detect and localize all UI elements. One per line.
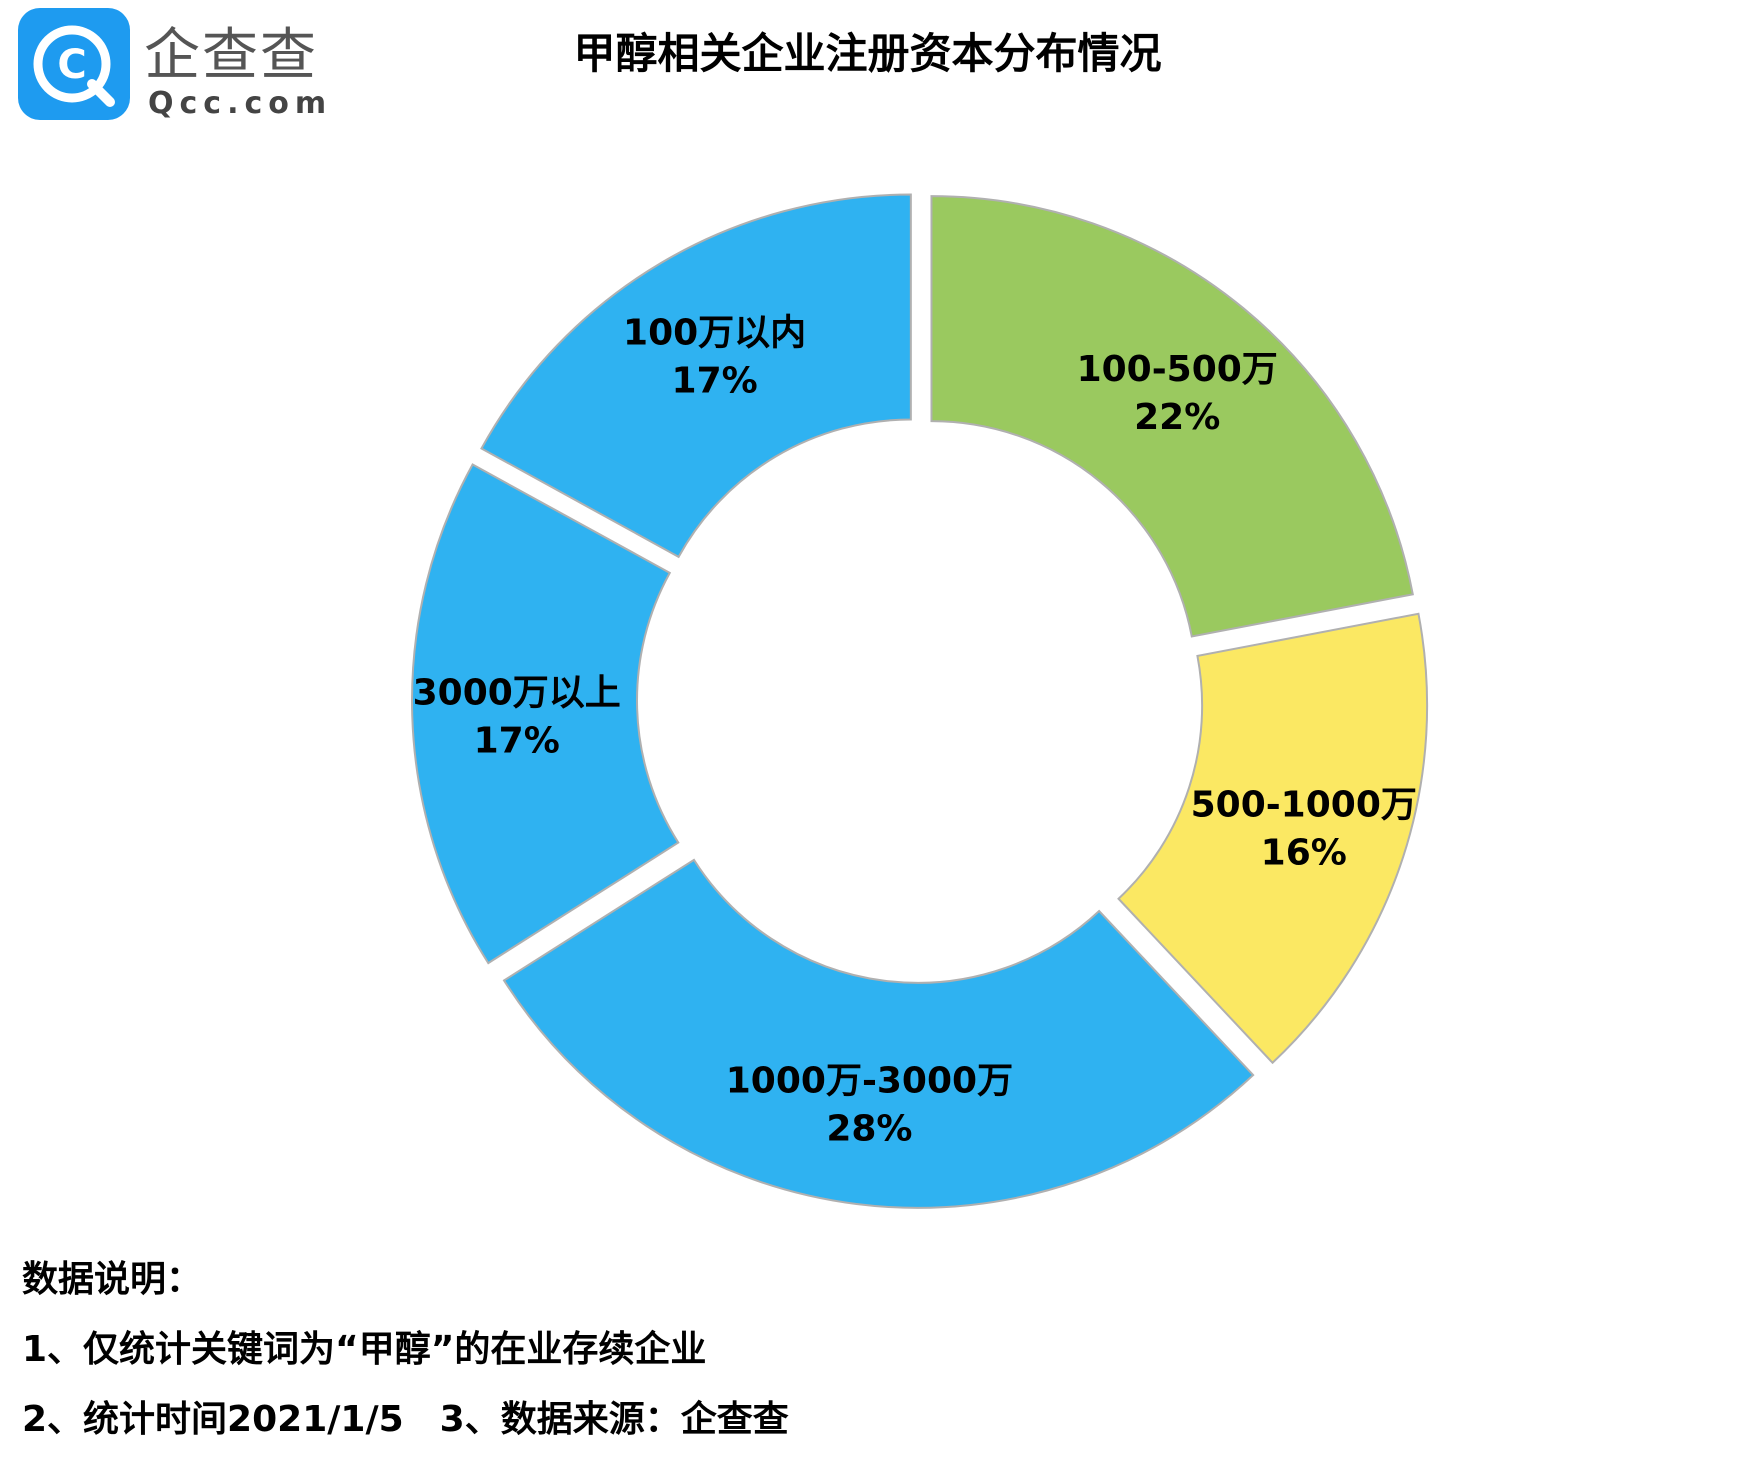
brand-logo: C 企查查 Qcc.com [18, 8, 358, 128]
donut-slice [1117, 612, 1429, 1065]
qcc-logo-icon: C [18, 8, 130, 120]
notes-heading: 数据说明： [22, 1259, 203, 1300]
data-notes: 数据说明： 1、仅统计关键词为“甲醇”的在业存续企业 2、统计时间2021/1/… [22, 1252, 1722, 1462]
donut-slice [480, 193, 912, 559]
slice-category-label: 100-500万 [1077, 349, 1278, 390]
slice-percent-label: 22% [1134, 397, 1220, 438]
slice-category-label: 1000万-3000万 [726, 1060, 1013, 1101]
slice-category-label: 500-1000万 [1191, 785, 1417, 826]
slice-percent-label: 16% [1261, 833, 1347, 874]
donut-slice [930, 195, 1414, 638]
donut-slice [411, 463, 680, 965]
chart-title-wrap: 甲醇相关企业注册资本分布情况 [0, 20, 1755, 81]
chart-title: 甲醇相关企业注册资本分布情况 [573, 29, 1162, 78]
brand-name: 企查查 [144, 23, 318, 88]
brand-domain: Qcc.com [148, 86, 333, 121]
logo-letter: C [57, 42, 86, 88]
notes-line-2: 2、统计时间2021/1/5 3、数据来源：企查查 [22, 1399, 789, 1440]
donut-slice [502, 858, 1255, 1209]
slice-percent-label: 28% [826, 1108, 912, 1149]
slice-percent-label: 17% [672, 361, 758, 402]
notes-line-1: 1、仅统计关键词为“甲醇”的在业存续企业 [22, 1329, 707, 1370]
slice-percent-label: 17% [474, 721, 560, 762]
slice-category-label: 100万以内 [623, 313, 806, 354]
slice-category-label: 3000万以上 [413, 673, 621, 714]
